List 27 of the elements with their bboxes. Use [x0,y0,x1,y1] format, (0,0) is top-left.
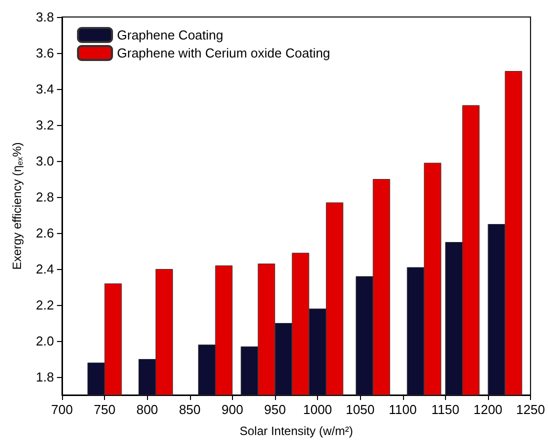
y-tick-label: 3.6 [36,46,54,60]
x-tick-label: 800 [136,402,158,417]
y-tick-label: 2.6 [36,226,54,240]
y-tick-label: 3.0 [36,154,54,168]
x-tick-label: 1000 [303,402,332,417]
y-tick-label: 3.4 [36,82,54,96]
x-axis-title: Solar Intensity (w/m²) [240,424,353,438]
x-tick-label: 1050 [346,402,375,417]
x-tick-label: 750 [94,402,116,417]
x-tick-label: 850 [178,402,201,417]
y-tick-label: 2.2 [36,298,54,312]
x-tick-label: 700 [51,402,73,417]
y-tick-label: 1.8 [36,370,54,384]
y-tick-label: 2.4 [36,262,54,276]
y-tick-label: 3.8 [36,10,54,24]
legend-label: Graphene Coating [117,28,224,42]
x-tick-label: 1100 [388,402,417,417]
y-tick-label: 2.8 [36,190,54,204]
legend-label: Graphene with Cerium oxide Coating [117,46,330,60]
y-tick-label: 3.2 [36,118,54,132]
x-tick-label: 1150 [431,402,460,417]
x-tick-label: 1200 [473,402,502,417]
y-tick-label: 2.0 [36,334,54,348]
x-tick-label: 950 [264,402,286,417]
x-tick-label: 900 [222,402,244,417]
x-tick-label: 1250 [516,402,545,417]
y-axis-title: Exergy efficiency (ηex%) [10,142,24,270]
